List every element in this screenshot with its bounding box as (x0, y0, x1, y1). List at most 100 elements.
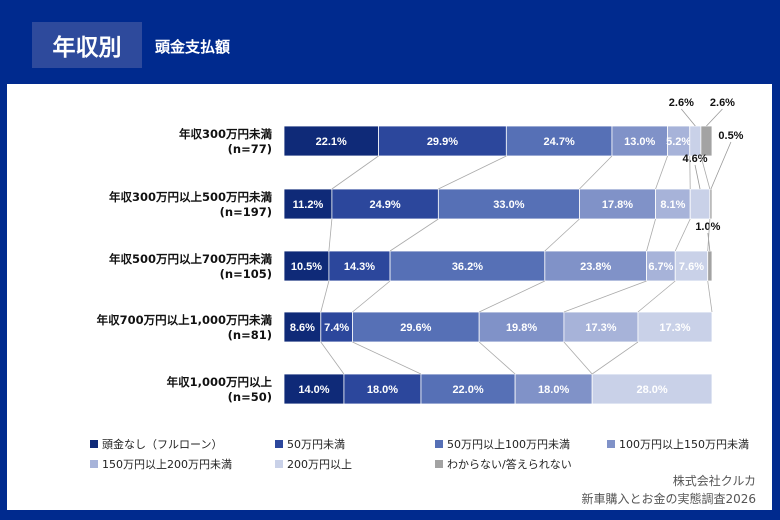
connector-line (320, 280, 330, 313)
data-label: 14.3% (344, 261, 375, 273)
legend-swatch (90, 460, 98, 468)
data-label: 13.0% (624, 136, 655, 148)
data-label: 0.5% (718, 130, 743, 142)
source-survey: 新車購入とお金の実態調査2026 (581, 492, 756, 506)
category-label: 年収700万円以上1,000万円未満 (97, 313, 273, 327)
legend-label: 50万円未満 (287, 438, 345, 451)
connector-line (563, 280, 647, 313)
data-label: 4.6% (682, 153, 707, 165)
connector-line (700, 155, 711, 190)
bar-segment (579, 188, 656, 220)
category-label: (n=105) (220, 267, 272, 281)
legend-item: 頭金なし（フルローン） (90, 436, 222, 452)
data-label: 36.2% (452, 261, 483, 273)
data-label: 7.4% (324, 322, 349, 334)
data-label: 22.0% (452, 384, 483, 396)
bar-segment (591, 373, 713, 405)
connector-line (352, 280, 391, 313)
connector-line (655, 155, 668, 190)
data-label: 10.5% (291, 261, 322, 273)
legend-label: 頭金なし（フルローン） (102, 438, 223, 451)
category-label: 年収500万円以上700万円未満 (109, 252, 273, 266)
data-label: 5.2% (666, 136, 691, 148)
legend-swatch (90, 440, 98, 448)
category-label: (n=197) (220, 205, 272, 219)
category-label: (n=77) (228, 142, 272, 156)
bar-segment (655, 188, 691, 220)
data-label: 24.7% (544, 136, 575, 148)
connector-line (352, 341, 422, 375)
connector-line (328, 218, 333, 252)
category-label: 年収300万円以上500万円未満 (109, 190, 273, 204)
data-label: 2.6% (710, 97, 735, 109)
bar-segment (505, 125, 613, 157)
data-label: 17.3% (585, 322, 616, 334)
bar-segment (343, 373, 422, 405)
data-label: 24.9% (370, 199, 401, 211)
connector-line (331, 155, 379, 190)
bar-segment (420, 373, 516, 405)
bar-segment (283, 250, 330, 282)
legend-label: 50万円以上100万円未満 (447, 438, 570, 451)
connector-line (707, 280, 713, 313)
connector-line (438, 155, 507, 190)
data-label: 29.9% (427, 136, 458, 148)
connector-line (591, 341, 639, 375)
legend-item: 50万円以上100万円未満 (435, 436, 570, 452)
bar-segment (611, 125, 668, 157)
data-label: 17.8% (602, 199, 633, 211)
connector-line (646, 218, 656, 252)
connector-line (478, 341, 516, 375)
data-label: 18.0% (538, 384, 569, 396)
data-label: 11.2% (293, 199, 324, 211)
data-label: 7.6% (679, 261, 704, 273)
connector-line (544, 218, 580, 252)
leader-line (681, 108, 696, 127)
bar-segment (320, 311, 353, 343)
legend-item: 100万円以上150万円未満 (607, 436, 749, 452)
section-badge: 年収別 (32, 22, 142, 68)
data-label: 14.0% (298, 384, 329, 396)
data-label: 28.0% (636, 384, 667, 396)
category-label: 年収300万円未満 (179, 127, 273, 141)
legend-swatch (435, 440, 443, 448)
connector-line (320, 341, 345, 375)
legend-swatch (275, 460, 283, 468)
legend-swatch (435, 460, 443, 468)
legend-label: 150万円以上200万円未満 (102, 458, 232, 471)
legend-item: 200万円以上 (275, 456, 352, 472)
data-label: 8.1% (660, 199, 685, 211)
bar-segment (689, 125, 702, 157)
connector-line (637, 280, 676, 313)
connector-line (674, 218, 691, 252)
bar-segment (352, 311, 480, 343)
connector-line (389, 218, 439, 252)
category-label: (n=50) (228, 390, 272, 404)
data-label: 1.0% (695, 221, 720, 233)
bar-segment (283, 311, 322, 343)
leader-line (694, 164, 701, 190)
connector-line (707, 218, 711, 252)
legend-item: わからない/答えられない (435, 456, 572, 472)
bar-segment (709, 188, 713, 220)
data-label: 19.8% (506, 322, 537, 334)
data-label: 17.3% (659, 322, 690, 334)
bar-segment (637, 311, 713, 343)
leader-line (710, 141, 732, 190)
data-label: 33.0% (493, 199, 524, 211)
bar-segment (707, 250, 713, 282)
connector-line (579, 155, 613, 190)
category-label: (n=81) (228, 328, 272, 342)
data-label: 2.6% (669, 97, 694, 109)
legend-label: 200万円以上 (287, 458, 352, 471)
category-label: 年収1,000万円以上 (167, 375, 273, 389)
legend-swatch (275, 440, 283, 448)
connector-line (478, 280, 545, 313)
bar-segment (378, 125, 507, 157)
chart-title: 頭金支払額 (155, 38, 231, 56)
data-label: 22.1% (316, 136, 347, 148)
bar-segment (283, 373, 345, 405)
data-label: 23.8% (580, 261, 611, 273)
source-company: 株式会社クルカ (672, 474, 756, 488)
